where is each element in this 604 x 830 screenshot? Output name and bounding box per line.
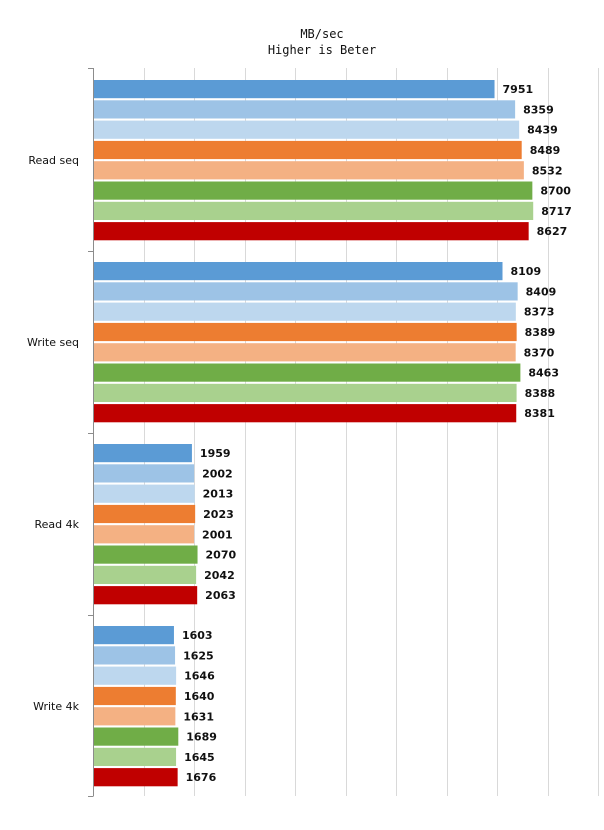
data-label: 8370	[524, 346, 555, 359]
category-label: Write seq	[27, 336, 79, 349]
bar	[94, 484, 195, 503]
data-label: 8409	[526, 285, 557, 298]
data-label: 8489	[530, 144, 561, 157]
data-label: 8359	[523, 103, 554, 116]
data-label: 1959	[200, 447, 231, 460]
data-label: 8463	[528, 367, 559, 380]
chart-title: MB/sec Higher is Beter	[0, 26, 604, 58]
data-label: 1676	[186, 771, 217, 784]
data-label: 2001	[202, 528, 233, 541]
data-label: 8373	[524, 306, 555, 319]
chart-subtitle-line: Higher is Beter	[267, 43, 377, 57]
bar	[94, 322, 517, 342]
data-label: 1645	[184, 751, 215, 764]
bar	[94, 707, 176, 726]
bar	[94, 404, 517, 423]
bar	[94, 363, 521, 382]
data-label: 8717	[541, 205, 572, 218]
bar	[94, 181, 533, 200]
bar	[94, 747, 177, 766]
data-label: 8700	[540, 185, 571, 198]
bar	[94, 464, 195, 483]
bar	[94, 161, 524, 180]
chart-title-line: MB/sec	[300, 27, 344, 41]
bar	[94, 201, 534, 220]
bar	[94, 282, 518, 301]
category-label: Write 4k	[33, 700, 80, 713]
data-label: 8627	[537, 225, 568, 238]
bar	[94, 768, 178, 787]
data-label: 2070	[206, 549, 237, 562]
axis	[88, 68, 94, 797]
data-label: 2063	[205, 589, 236, 602]
bar	[94, 504, 196, 524]
data-label: 2023	[203, 508, 234, 521]
bar	[94, 727, 179, 746]
data-label: 1640	[184, 690, 215, 703]
data-label: 2042	[204, 569, 235, 582]
bars	[94, 80, 534, 787]
data-label: 1631	[183, 710, 214, 723]
bar	[94, 626, 174, 645]
bar	[94, 222, 529, 241]
data-label: 8389	[525, 326, 556, 339]
bar	[94, 545, 198, 564]
data-label: 1625	[183, 649, 214, 662]
bar	[94, 140, 522, 160]
bar	[94, 586, 198, 605]
bar	[94, 525, 195, 544]
bar	[94, 100, 516, 119]
data-label: 2013	[203, 488, 234, 501]
bar	[94, 646, 176, 665]
data-label: 8388	[525, 387, 556, 400]
bar	[94, 80, 495, 99]
bar	[94, 565, 197, 584]
data-label: 1689	[186, 731, 217, 744]
bar	[94, 262, 503, 281]
data-label: 8381	[524, 407, 555, 420]
data-label: 2002	[202, 467, 233, 480]
category-label: Read 4k	[34, 518, 79, 531]
bar	[94, 686, 176, 706]
data-label: 1646	[184, 670, 215, 683]
category-label: Read seq	[28, 154, 79, 167]
bar	[94, 383, 517, 402]
data-label: 8532	[532, 164, 563, 177]
data-label: 8109	[511, 265, 542, 278]
bar	[94, 666, 177, 685]
bar	[94, 444, 192, 463]
data-label: 1603	[182, 629, 213, 642]
bar	[94, 343, 516, 362]
bar	[94, 120, 520, 139]
data-label: 8439	[527, 124, 558, 137]
data-label: 7951	[503, 83, 534, 96]
labels: Read seq 7951 8359 8439 8489 8532 8700 8717 8627…	[27, 83, 572, 784]
bar	[94, 302, 516, 321]
